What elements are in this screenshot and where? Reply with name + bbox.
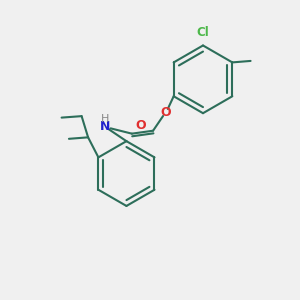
Text: O: O: [160, 106, 171, 119]
Text: H: H: [101, 114, 110, 124]
Text: Cl: Cl: [196, 26, 209, 39]
Text: O: O: [135, 119, 146, 132]
Text: N: N: [100, 120, 111, 134]
